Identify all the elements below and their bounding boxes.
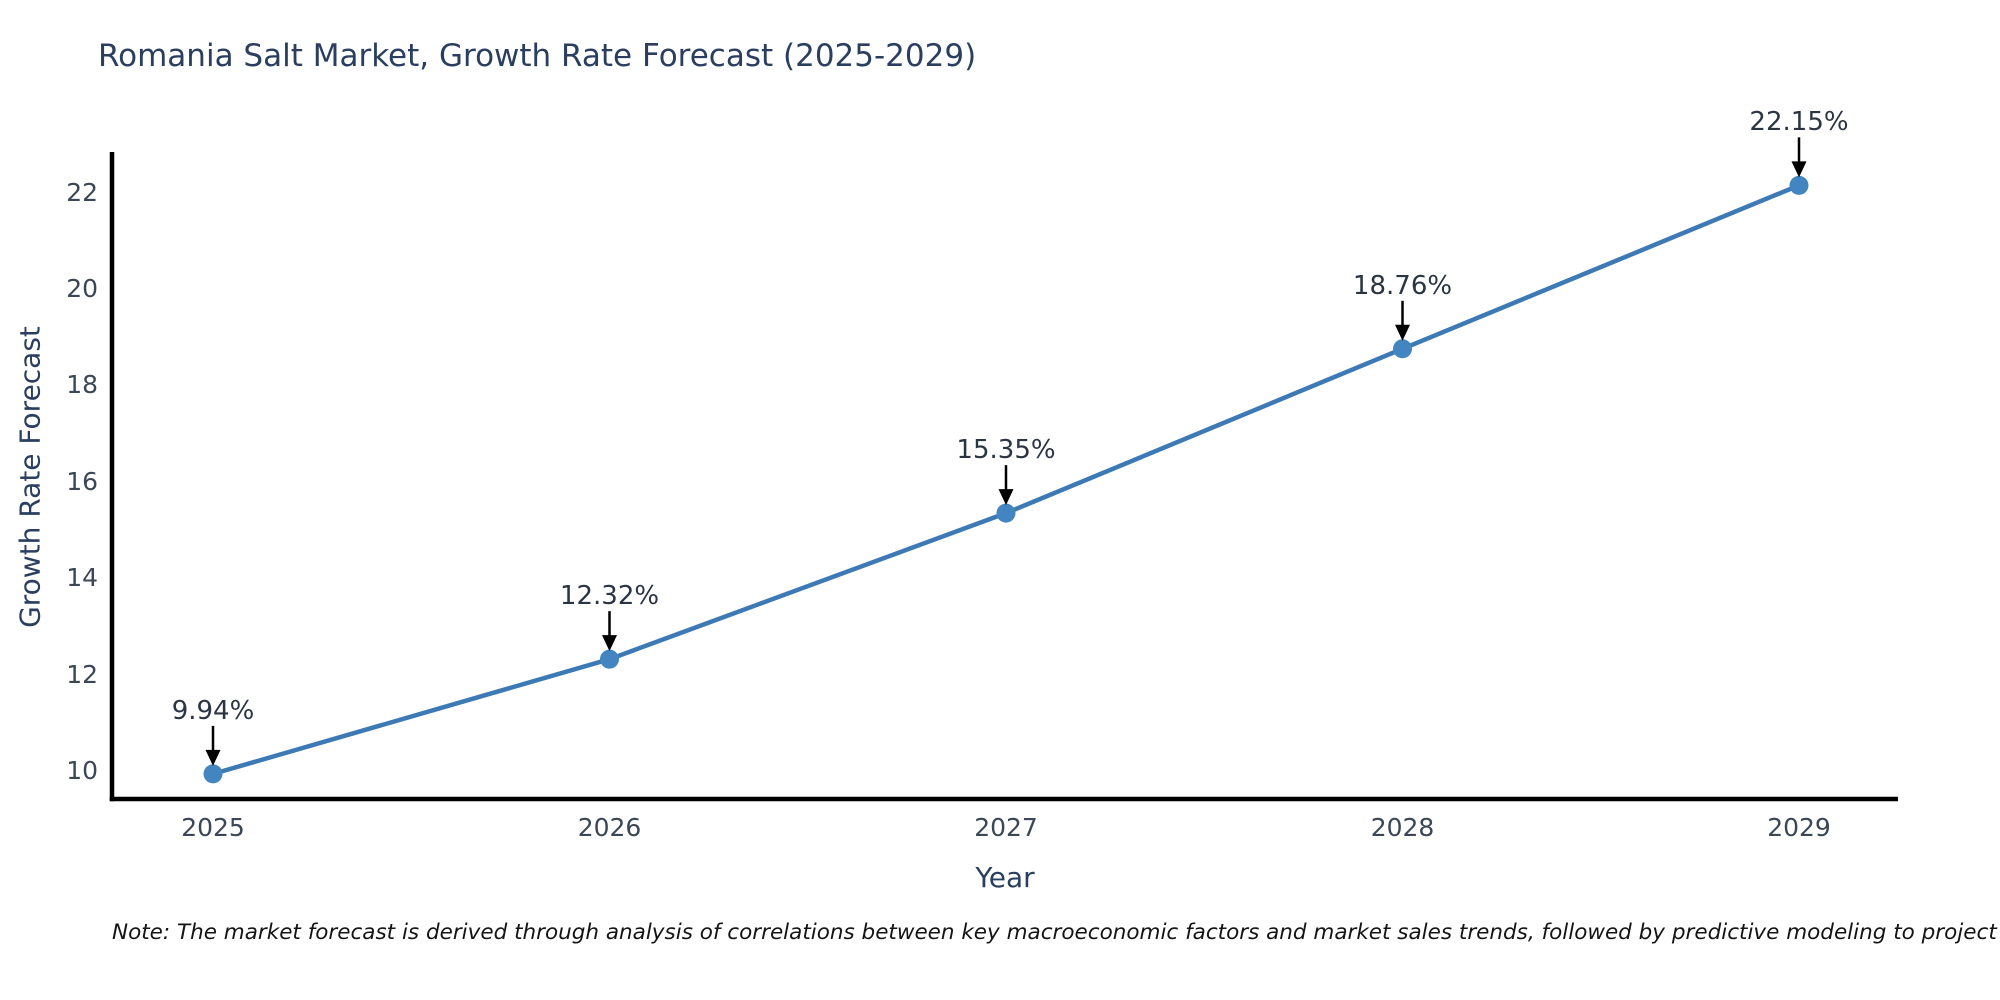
y-tick-label: 10 <box>66 756 98 785</box>
y-tick-label: 22 <box>66 177 98 207</box>
y-tick-label: 16 <box>66 466 98 496</box>
y-tick-label: 20 <box>66 274 98 303</box>
point-value-label: 22.15% <box>1749 107 1849 138</box>
x-axis-title: Year <box>975 861 1035 894</box>
x-tick-label: 2026 <box>577 813 642 842</box>
data-point-marker <box>600 649 619 669</box>
annotation-arrow-head <box>1395 324 1410 341</box>
point-value-label: 9.94% <box>171 695 255 726</box>
y-tick-label: 12 <box>66 659 98 689</box>
point-value-label: 15.35% <box>956 435 1056 466</box>
annotation-arrow-head <box>602 635 617 652</box>
x-tick-label: 2027 <box>974 813 1038 842</box>
annotation-arrow-head <box>998 489 1014 506</box>
point-value-label: 18.76% <box>1352 270 1453 301</box>
footnote: Note: The market forecast is derived thr… <box>112 920 2000 945</box>
annotation-arrow-head <box>1791 161 1807 178</box>
y-tick-label: 14 <box>66 563 98 593</box>
x-tick-label: 2025 <box>181 813 245 842</box>
data-point-marker <box>1789 175 1809 195</box>
x-tick-label: 2029 <box>1767 813 1831 842</box>
data-point-marker <box>996 503 1016 523</box>
chart-title: Romania Salt Market, Growth Rate Forecas… <box>98 38 977 74</box>
point-value-label: 12.32% <box>559 581 660 612</box>
annotation-arrow-head <box>205 749 221 766</box>
data-point-marker <box>1393 339 1412 359</box>
y-axis-title: Growth Rate Forecast <box>13 326 47 628</box>
x-tick-label: 2028 <box>1370 813 1435 842</box>
y-tick-label: 18 <box>66 370 98 400</box>
data-point-marker <box>203 764 223 784</box>
